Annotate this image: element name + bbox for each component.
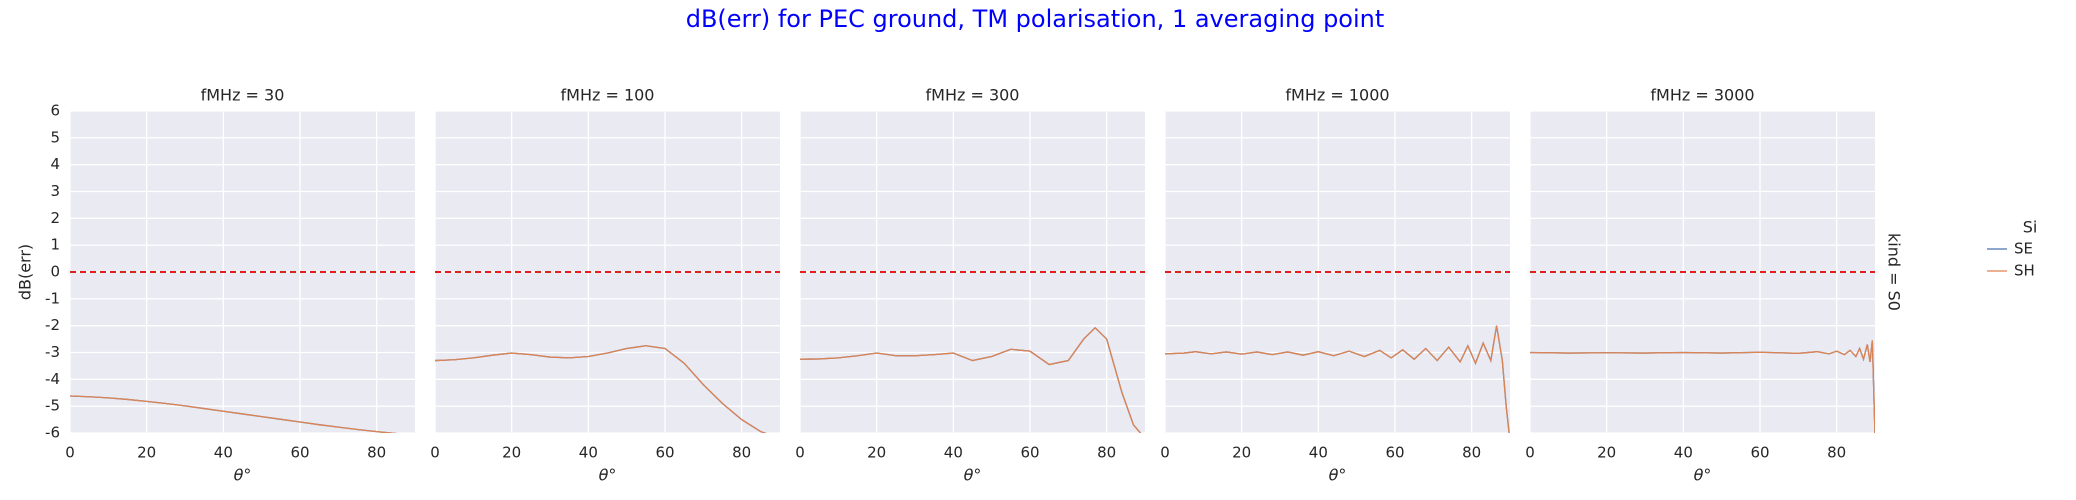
row-label: kind = S0 — [1885, 233, 1904, 311]
x-tick-label: 20 — [1597, 444, 1616, 462]
panel-title: fMHz = 3000 — [1650, 86, 1754, 105]
legend-label: SE — [2014, 240, 2033, 258]
x-tick-label: 20 — [137, 444, 156, 462]
x-tick-label: 60 — [1020, 444, 1039, 462]
x-tick-label: 80 — [367, 444, 386, 462]
y-axis-label: dB(err) — [16, 244, 35, 300]
x-tick-label: 0 — [65, 444, 75, 462]
x-tick-label: 80 — [1097, 444, 1116, 462]
y-tick-label: 5 — [50, 128, 60, 146]
y-tick-label: -6 — [45, 424, 60, 442]
y-tick-label: -2 — [45, 316, 60, 334]
y-tick-label: 1 — [50, 236, 60, 254]
plot-area — [435, 345, 767, 433]
x-tick-label: 40 — [944, 444, 963, 462]
figure-title: dB(err) for PEC ground, TM polarisation,… — [686, 5, 1385, 33]
x-tick-label: 60 — [1385, 444, 1404, 462]
x-tick-label: 0 — [1525, 444, 1535, 462]
plot-area — [1165, 325, 1510, 433]
x-axis-label: θ° — [599, 466, 617, 485]
x-tick-label: 20 — [1232, 444, 1251, 462]
series-line — [1530, 340, 1875, 433]
x-tick-label: 0 — [430, 444, 440, 462]
x-axis-label: θ° — [1329, 466, 1347, 485]
x-tick-label: 80 — [1462, 444, 1481, 462]
x-tick-label: 60 — [655, 444, 674, 462]
y-tick-label: 4 — [50, 155, 60, 173]
panel-title: fMHz = 100 — [561, 86, 655, 105]
legend-title: Si — [2023, 218, 2038, 237]
plot-area — [800, 326, 1142, 433]
y-tick-label: 0 — [50, 263, 60, 281]
x-tick-label: 20 — [502, 444, 521, 462]
panel-title: fMHz = 30 — [201, 86, 285, 105]
y-tick-label: 6 — [50, 102, 60, 120]
y-tick-label: -3 — [45, 343, 60, 361]
legend-label: SH — [2014, 262, 2035, 280]
x-tick-label: 0 — [795, 444, 805, 462]
y-tick-label: -4 — [45, 370, 60, 388]
series-line — [1165, 325, 1510, 433]
y-tick-label: -5 — [45, 397, 60, 415]
y-tick-label: -1 — [45, 289, 60, 307]
series-line — [435, 345, 767, 433]
x-tick-label: 60 — [290, 444, 309, 462]
series-line — [800, 326, 1142, 433]
x-tick-label: 40 — [214, 444, 233, 462]
x-tick-label: 60 — [1750, 444, 1769, 462]
x-tick-label: 40 — [579, 444, 598, 462]
x-tick-label: 20 — [867, 444, 886, 462]
x-tick-label: 80 — [1827, 444, 1846, 462]
x-axis-label: θ° — [964, 466, 982, 485]
x-tick-label: 40 — [1674, 444, 1693, 462]
x-axis-label: θ° — [1694, 466, 1712, 485]
series-line — [70, 395, 398, 433]
x-tick-label: 0 — [1160, 444, 1170, 462]
x-axis-label: θ° — [234, 466, 252, 485]
x-tick-label: 40 — [1309, 444, 1328, 462]
y-tick-label: 3 — [50, 182, 60, 200]
panel-title: fMHz = 300 — [926, 86, 1020, 105]
plot-area — [70, 395, 398, 433]
y-tick-label: 2 — [50, 209, 60, 227]
panel-title: fMHz = 1000 — [1285, 86, 1389, 105]
plot-area — [1530, 340, 1875, 433]
x-tick-label: 80 — [732, 444, 751, 462]
